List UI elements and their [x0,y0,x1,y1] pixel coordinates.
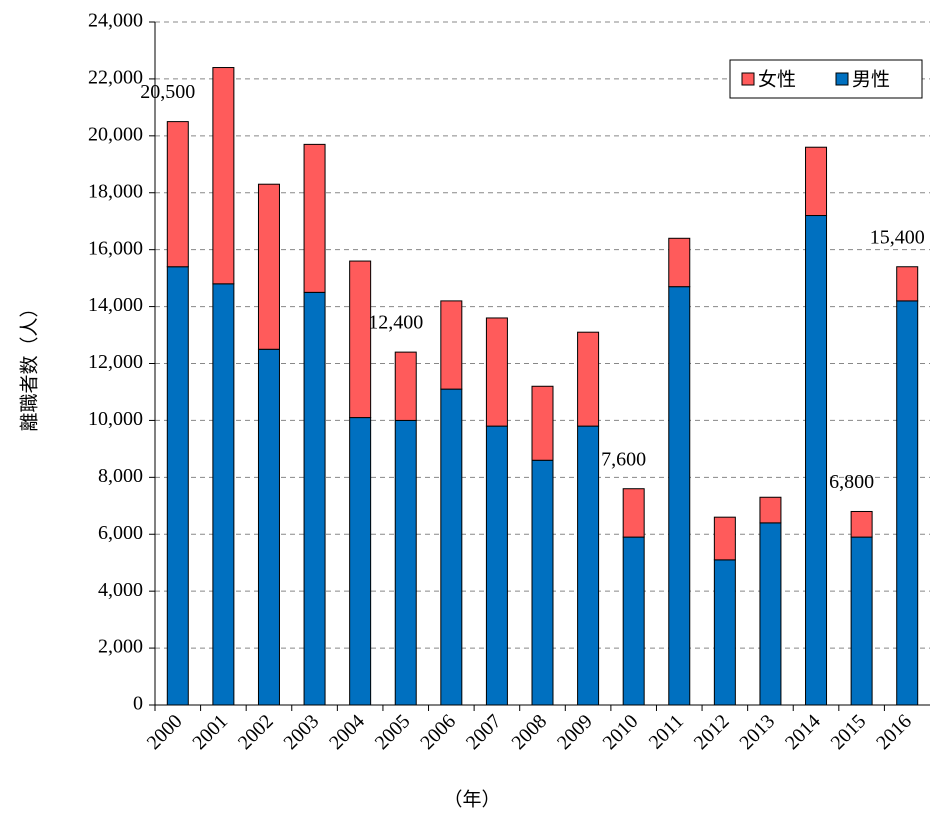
bar-segment [622,536,645,706]
y-tick-label: 2,000 [98,636,143,658]
bar-segment [303,291,326,706]
x-tick-label: 2012 [690,710,734,754]
x-axis-title: （年） [443,789,500,811]
y-tick-label: 14,000 [88,294,143,316]
annotation: 15,400 [870,226,925,248]
bar-segment [485,317,508,427]
x-tick-label: 2001 [188,710,232,754]
y-tick-label: 12,000 [88,351,143,373]
bar-segment [257,348,280,706]
bar-segment [485,425,508,706]
x-tick-label: 2015 [827,710,871,754]
y-tick-label: 6,000 [98,522,143,544]
x-tick-label: 2007 [462,710,506,754]
x-tick-label: 2002 [234,710,278,754]
bar-segment [440,300,463,390]
x-tick-label: 2009 [553,710,597,754]
bar-segment [531,459,554,706]
x-tick-label: 2003 [280,710,324,754]
x-tick-label: 2000 [143,710,187,754]
legend-swatch [741,72,755,86]
bar-segment [896,300,919,706]
bar-segment [759,522,782,706]
y-tick-label: 10,000 [88,408,143,430]
annotation: 7,600 [601,448,646,470]
bar-segment [257,183,280,350]
bar-segment [805,215,828,706]
bar-segment [850,536,873,706]
bar-segment [166,266,189,706]
bar-segment [805,146,828,217]
bar-segment [577,331,600,427]
bar-segment [850,510,873,538]
bar-segment [622,488,645,538]
y-tick-label: 4,000 [98,579,143,601]
bar-segment [531,385,554,461]
y-tick-label: 20,000 [88,123,143,145]
x-tick-label: 2016 [872,710,916,754]
bar-segment [394,419,417,706]
bar-segment [668,237,691,288]
y-tick-label: 8,000 [98,465,143,487]
annotation: 6,800 [829,471,874,493]
bar-segment [349,260,372,419]
x-tick-label: 2006 [416,710,460,754]
y-tick-label: 16,000 [88,237,143,259]
bar-segment [394,351,417,421]
x-tick-label: 2010 [599,710,643,754]
bar-segment [303,143,326,293]
x-tick-label: 2013 [735,710,779,754]
legend-box [729,59,923,99]
x-tick-label: 2011 [645,710,688,753]
bar-segment [577,425,600,706]
bar-segment [759,496,782,524]
y-tick-label: 22,000 [88,67,143,89]
legend-swatch [835,72,849,86]
y-axis-title: 離職者数（人） [19,298,41,431]
y-tick-label: 18,000 [88,180,143,202]
annotation: 12,400 [368,312,423,334]
bar-segment [212,67,235,285]
bar-segment [713,516,736,561]
bar-segment [440,388,463,706]
bar-segment [713,559,736,706]
bar-segment [212,283,235,706]
bar-segment [896,266,919,302]
bar-segment [349,417,372,706]
x-tick-label: 2014 [781,710,825,754]
y-tick-label: 0 [133,693,143,715]
annotation: 20,500 [140,81,195,103]
legend-label: 男性 [852,69,890,91]
bar-segment [166,121,189,268]
x-tick-label: 2004 [325,710,369,754]
y-tick-label: 24,000 [88,10,143,32]
x-tick-label: 2005 [371,710,415,754]
x-tick-label: 2008 [507,710,551,754]
legend-label: 女性 [758,69,796,91]
bar-segment [668,286,691,706]
